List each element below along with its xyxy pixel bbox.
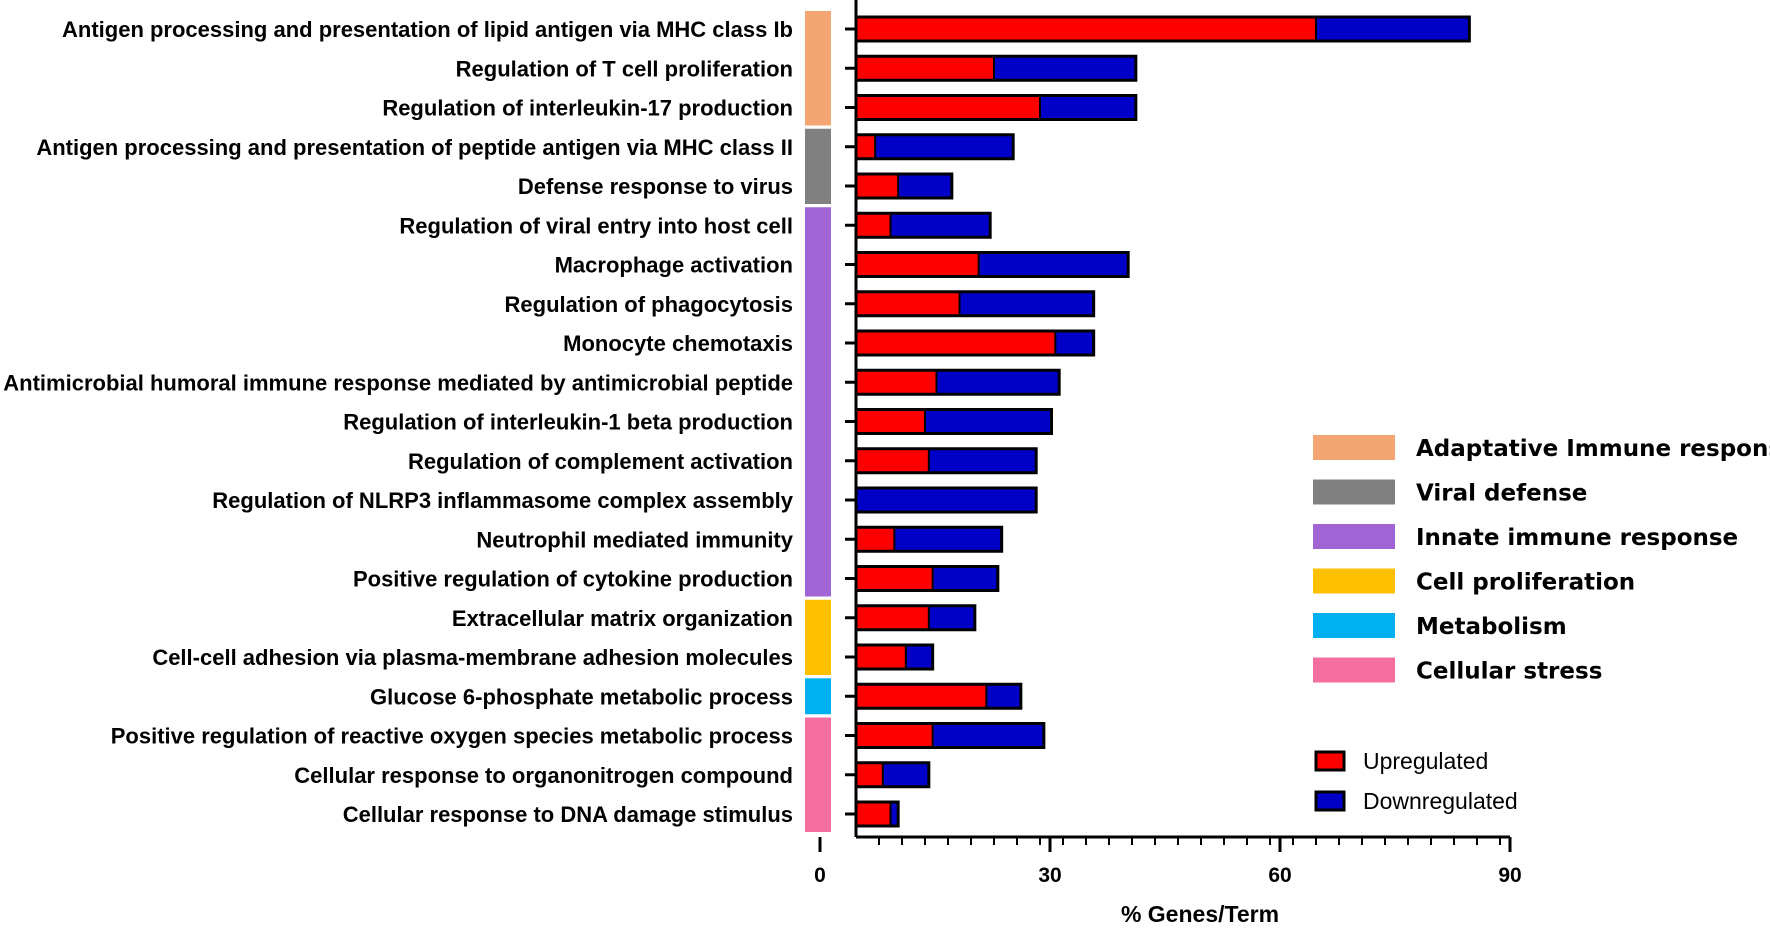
bar-upregulated xyxy=(856,448,929,473)
legend-swatch-innate-immune-response xyxy=(1313,524,1395,549)
category-label: Defense response to virus xyxy=(518,174,793,199)
bar-upregulated xyxy=(856,566,933,591)
bars xyxy=(854,15,1471,828)
x-tick-label: 90 xyxy=(1498,864,1521,887)
category-label: Regulation of interleukin-1 beta product… xyxy=(343,410,793,435)
bar-upregulated xyxy=(856,213,891,238)
legend-swatch-cellular-stress xyxy=(1313,657,1395,683)
legend-label-metabolism: Metabolism xyxy=(1416,614,1567,640)
x-tick-label: 60 xyxy=(1268,864,1291,887)
category-label: Cell-cell adhesion via plasma-membrane a… xyxy=(152,645,793,670)
legend-label-viral-defense: Viral defense xyxy=(1416,481,1587,507)
category-label: Regulation of viral entry into host cell xyxy=(399,213,793,238)
category-label: Positive regulation of reactive oxygen s… xyxy=(111,724,793,749)
group-legend: Adaptative Immune response Viral defense I… xyxy=(1313,435,1770,685)
bar-upregulated xyxy=(856,17,1316,41)
bar-downregulated xyxy=(856,488,1037,512)
bar-downregulated xyxy=(959,291,1094,316)
bar-downregulated xyxy=(932,723,1044,748)
bar-upregulated xyxy=(856,802,891,826)
legend-label-downregulated: Downregulated xyxy=(1363,788,1518,814)
legend-label-upregulated: Upregulated xyxy=(1363,748,1488,774)
category-label: Regulation of T cell proliferation xyxy=(456,56,793,81)
bar-downregulated xyxy=(928,448,1037,473)
bar-upregulated xyxy=(856,291,960,316)
category-label: Antigen processing and presentation of p… xyxy=(36,135,793,160)
category-label: Regulation of complement activation xyxy=(408,449,793,474)
category-label: Regulation of NLRP3 inflammasome complex… xyxy=(212,488,793,513)
category-label: Regulation of phagocytosis xyxy=(505,292,793,317)
group-strip-innate-immune-response xyxy=(805,207,831,597)
legend-swatch-downregulated xyxy=(1314,790,1346,812)
bar-downregulated xyxy=(978,252,1129,277)
bar-downregulated xyxy=(1316,17,1470,41)
bar-upregulated xyxy=(856,684,987,709)
bar-upregulated xyxy=(856,409,925,434)
bar-upregulated xyxy=(856,174,899,198)
x-tick-label: 30 xyxy=(1038,864,1061,887)
category-label: Antimicrobial humoral immune response me… xyxy=(3,370,793,395)
bar-downregulated xyxy=(875,134,1014,159)
bar-upregulated xyxy=(856,56,994,81)
legend-label-innate-immune-response: Innate immune response xyxy=(1416,525,1738,551)
group-strip-cellular-stress xyxy=(805,717,831,832)
legend-label-adaptative-immune-response: Adaptative Immune response xyxy=(1416,436,1770,462)
legend-label-cell-proliferation: Cell proliferation xyxy=(1416,570,1635,596)
bar-upregulated xyxy=(856,134,876,159)
bar-downregulated xyxy=(894,527,1002,552)
bar-downregulated xyxy=(898,174,952,198)
bar-downregulated xyxy=(925,409,1052,434)
bar-downregulated xyxy=(1055,331,1094,355)
bar-upregulated xyxy=(856,331,1056,355)
bar-downregulated xyxy=(986,684,1021,709)
category-label: Positive regulation of cytokine producti… xyxy=(353,567,793,592)
bar-upregulated xyxy=(856,605,929,630)
bar-downregulated xyxy=(890,213,991,238)
category-labels: Antigen processing and presentation of l… xyxy=(3,17,856,827)
bar-upregulated xyxy=(856,645,906,669)
category-label: Monocyte chemotaxis xyxy=(563,331,793,356)
bar-downregulated xyxy=(994,56,1136,81)
category-label: Neutrophil mediated immunity xyxy=(476,527,793,552)
bar-downregulated xyxy=(890,802,899,826)
bar-upregulated xyxy=(856,370,937,395)
bar-downregulated xyxy=(905,645,933,669)
legend-swatch-viral-defense xyxy=(1313,479,1395,505)
group-strip-metabolism xyxy=(805,678,831,715)
legend-swatch-metabolism xyxy=(1313,613,1395,638)
bar-upregulated xyxy=(856,723,933,748)
category-label: Extracellular matrix organization xyxy=(452,606,793,631)
category-label: Antigen processing and presentation of l… xyxy=(62,17,793,42)
bar-downregulated xyxy=(932,566,998,591)
group-strip-cell-proliferation xyxy=(805,599,831,675)
bar-downregulated xyxy=(1040,95,1136,120)
bar-downregulated xyxy=(936,370,1060,395)
x-tick-label: 0 xyxy=(814,864,826,887)
legend-swatch-cell-proliferation xyxy=(1313,568,1395,594)
bar-upregulated xyxy=(856,252,979,277)
category-label: Macrophage activation xyxy=(555,253,793,278)
bar-upregulated xyxy=(856,95,1040,120)
legend-swatch-adaptative-immune-response xyxy=(1313,435,1395,460)
category-label: Cellular response to organonitrogen comp… xyxy=(294,763,793,788)
bar-upregulated xyxy=(856,762,883,787)
x-axis-title: % Genes/Term xyxy=(1121,901,1279,927)
legend-label-cellular-stress: Cellular stress xyxy=(1416,659,1602,685)
axes: 0 30 60 90 xyxy=(814,0,1522,887)
category-label: Cellular response to DNA damage stimulus xyxy=(343,802,793,827)
group-strip-viral-defense xyxy=(805,128,831,204)
category-group-bars xyxy=(805,11,831,832)
series-legend: Upregulated Downregulated xyxy=(1314,748,1518,814)
category-label: Regulation of interleukin-17 production xyxy=(382,96,793,121)
bar-downregulated xyxy=(928,605,975,630)
legend-swatch-upregulated xyxy=(1314,750,1346,772)
group-strip-adaptative-immune-response xyxy=(805,11,831,126)
bar-upregulated xyxy=(856,527,895,552)
bar-downregulated xyxy=(882,762,929,787)
category-label: Glucose 6-phosphate metabolic process xyxy=(370,684,793,709)
